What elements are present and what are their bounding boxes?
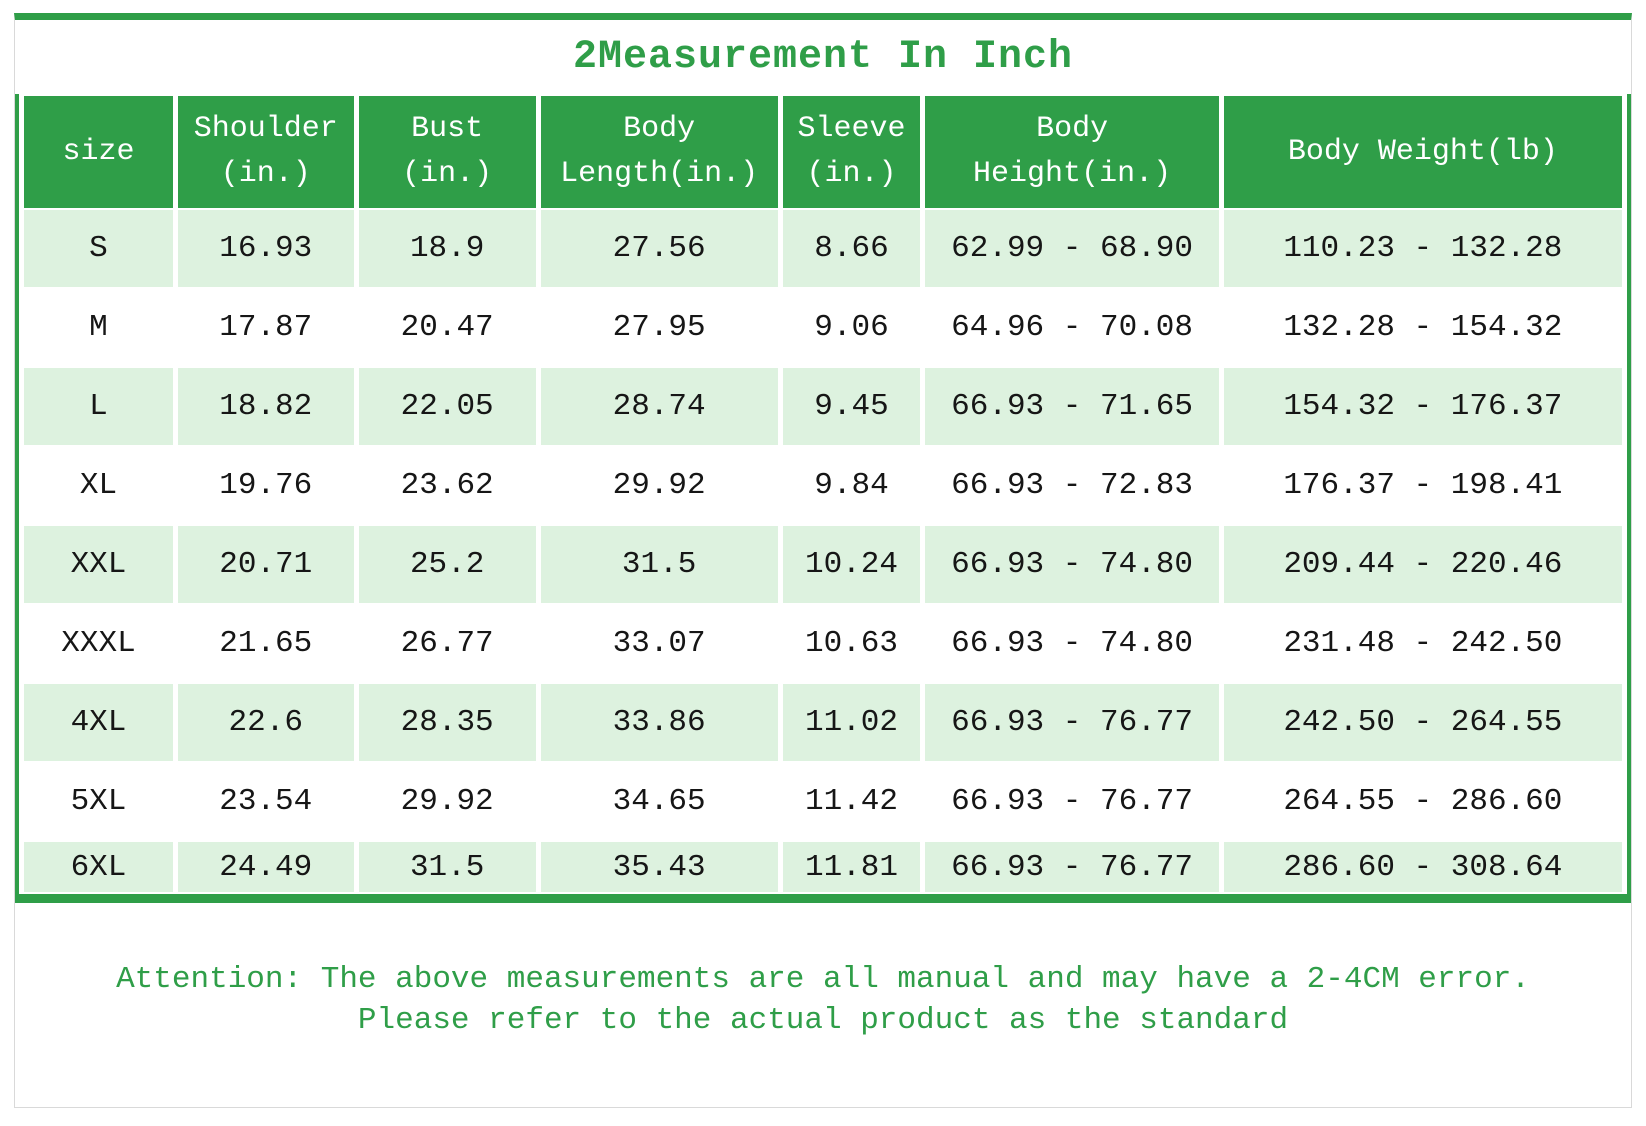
cell-bust: 22.05 [358,368,536,445]
cell-sleeve: 8.66 [782,210,921,287]
size-table-wrapper: size Shoulder (in.) Bust (in.) Body Le [15,94,1631,903]
cell-shoulder: 19.76 [177,447,354,524]
cell-shoulder: 17.87 [177,289,354,366]
cell-body-length: 35.43 [540,842,778,892]
cell-body-length: 33.86 [540,684,778,761]
column-header-body-weight: Body Weight(lb) [1223,96,1622,208]
cell-shoulder: 23.54 [177,763,354,840]
column-header-bust: Bust (in.) [358,96,536,208]
table-row: 5XL 23.54 29.92 34.65 11.42 66.93 - 76.77 264.… [24,763,1622,840]
table-row: M 17.87 20.47 27.95 9.06 64.96 - 70.08 132.28 … [24,289,1622,366]
cell-shoulder: 20.71 [177,526,354,603]
cell-body-weight: 132.28 - 154.32 [1223,289,1622,366]
cell-body-height: 66.93 - 72.83 [925,447,1219,524]
table-row: S 16.93 18.9 27.56 8.66 62.99 - 68.90 110.23 -… [24,210,1622,287]
cell-size: 6XL [24,842,173,892]
cell-body-height: 66.93 - 76.77 [925,763,1219,840]
cell-sleeve: 10.63 [782,605,921,682]
cell-body-weight: 110.23 - 132.28 [1223,210,1622,287]
cell-body-height: 66.93 - 74.80 [925,526,1219,603]
title-bar: 2Measurement In Inch [15,20,1631,94]
cell-body-weight: 231.48 - 242.50 [1223,605,1622,682]
table-body: S 16.93 18.9 27.56 8.66 62.99 - 68.90 110.23 -… [24,210,1622,892]
column-header-shoulder: Shoulder (in.) [177,96,354,208]
cell-sleeve: 9.45 [782,368,921,445]
cell-body-height: 66.93 - 76.77 [925,684,1219,761]
cell-sleeve: 11.42 [782,763,921,840]
cell-shoulder: 21.65 [177,605,354,682]
table-row: XL 19.76 23.62 29.92 9.84 66.93 - 72.83 176.37… [24,447,1622,524]
column-header-body-length: Body Length(in.) [540,96,778,208]
cell-bust: 29.92 [358,763,536,840]
cell-bust: 26.77 [358,605,536,682]
cell-bust: 20.47 [358,289,536,366]
cell-size: 5XL [24,763,173,840]
cell-body-length: 28.74 [540,368,778,445]
cell-body-height: 66.93 - 76.77 [925,842,1219,892]
table-header: size Shoulder (in.) Bust (in.) Body Le [24,96,1622,208]
cell-size: XL [24,447,173,524]
attention-note: Attention: The above measurements are al… [15,903,1631,1107]
cell-body-length: 27.56 [540,210,778,287]
cell-bust: 28.35 [358,684,536,761]
cell-body-length: 34.65 [540,763,778,840]
column-header-sleeve: Sleeve (in.) [782,96,921,208]
size-table: size Shoulder (in.) Bust (in.) Body Le [19,94,1627,894]
size-chart-card: 2Measurement In Inch size Shoulder (in.) [14,13,1632,1108]
header-row: size Shoulder (in.) Bust (in.) Body Le [24,96,1622,208]
cell-size: M [24,289,173,366]
cell-body-height: 62.99 - 68.90 [925,210,1219,287]
cell-bust: 31.5 [358,842,536,892]
cell-bust: 23.62 [358,447,536,524]
cell-body-weight: 154.32 - 176.37 [1223,368,1622,445]
cell-sleeve: 10.24 [782,526,921,603]
attention-note-line-1: Attention: The above measurements are al… [116,962,1530,997]
cell-shoulder: 16.93 [177,210,354,287]
cell-body-weight: 286.60 - 308.64 [1223,842,1622,892]
cell-size: S [24,210,173,287]
cell-sleeve: 9.84 [782,447,921,524]
column-header-body-height: Body Height(in.) [925,96,1219,208]
cell-shoulder: 24.49 [177,842,354,892]
cell-bust: 25.2 [358,526,536,603]
attention-note-line-2: Please refer to the actual product as th… [357,1003,1289,1038]
page-title: 2Measurement In Inch [572,34,1074,80]
cell-body-length: 33.07 [540,605,778,682]
cell-body-height: 66.93 - 74.80 [925,605,1219,682]
cell-bust: 18.9 [358,210,536,287]
cell-body-length: 27.95 [540,289,778,366]
cell-sleeve: 9.06 [782,289,921,366]
cell-body-weight: 264.55 - 286.60 [1223,763,1622,840]
table-row: L 18.82 22.05 28.74 9.45 66.93 - 71.65 154.32 … [24,368,1622,445]
cell-size: L [24,368,173,445]
cell-body-height: 64.96 - 70.08 [925,289,1219,366]
table-row: XXXL 21.65 26.77 33.07 10.63 66.93 - 74.80 231… [24,605,1622,682]
cell-body-length: 31.5 [540,526,778,603]
cell-sleeve: 11.81 [782,842,921,892]
cell-shoulder: 22.6 [177,684,354,761]
cell-body-weight: 242.50 - 264.55 [1223,684,1622,761]
cell-body-length: 29.92 [540,447,778,524]
cell-sleeve: 11.02 [782,684,921,761]
cell-size: XXXL [24,605,173,682]
cell-body-weight: 176.37 - 198.41 [1223,447,1622,524]
cell-body-weight: 209.44 - 220.46 [1223,526,1622,603]
cell-size: 4XL [24,684,173,761]
column-header-size: size [24,96,173,208]
cell-size: XXL [24,526,173,603]
table-row: XXL 20.71 25.2 31.5 10.24 66.93 - 74.80 209.44… [24,526,1622,603]
cell-body-height: 66.93 - 71.65 [925,368,1219,445]
table-row: 4XL 22.6 28.35 33.86 11.02 66.93 - 76.77 242.5… [24,684,1622,761]
cell-shoulder: 18.82 [177,368,354,445]
table-row: 6XL 24.49 31.5 35.43 11.81 66.93 - 76.77 286.6… [24,842,1622,892]
